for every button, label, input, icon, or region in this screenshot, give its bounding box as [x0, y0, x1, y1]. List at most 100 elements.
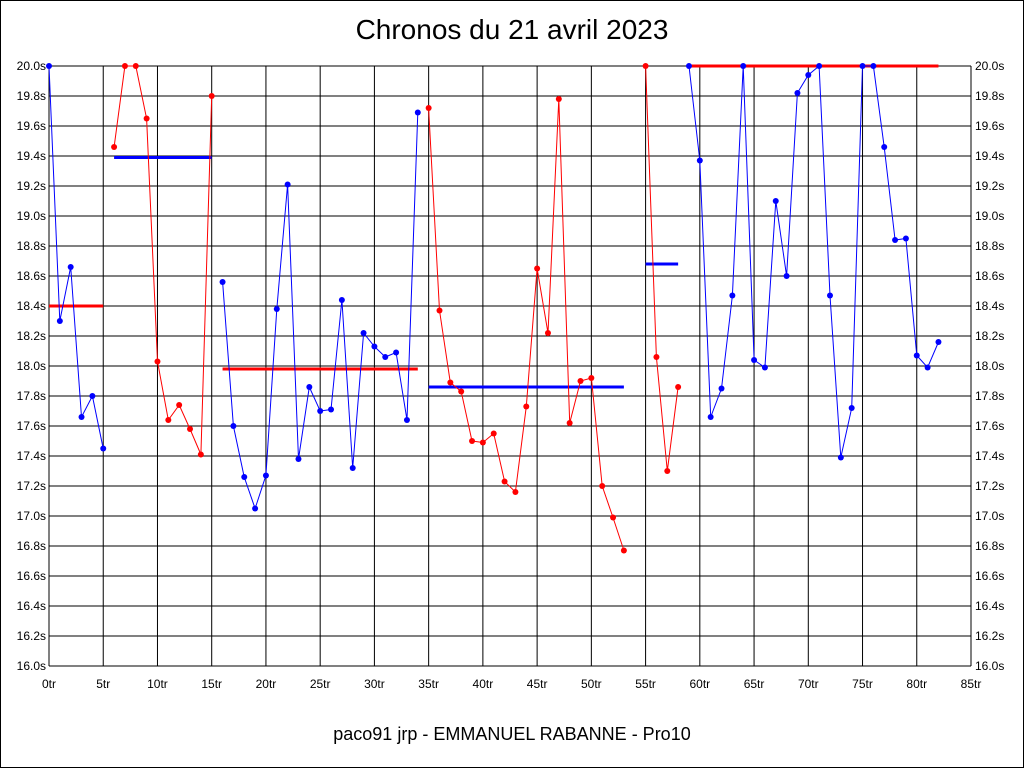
data-point [685, 63, 692, 69]
y-tick-label-left: 16.4s [17, 599, 46, 613]
y-tick-label-left: 17.4s [17, 449, 46, 463]
y-tick-label-left: 19.4s [17, 149, 46, 163]
x-tick-label: 35tr [418, 677, 439, 691]
data-point [56, 318, 63, 324]
data-point [46, 63, 52, 69]
data-point [284, 181, 291, 188]
data-point [783, 273, 790, 279]
data-point [599, 483, 606, 489]
data-point [555, 96, 562, 102]
x-tick-label: 75tr [852, 677, 873, 691]
data-point [187, 426, 194, 432]
y-tick-label-right: 17.6s [975, 419, 1004, 433]
y-tick-label-left: 19.2s [17, 179, 46, 193]
y-tick-label-left: 16.0s [17, 659, 46, 673]
data-point [913, 352, 920, 359]
x-tick-label: 10tr [147, 677, 168, 691]
y-tick-label-right: 16.8s [975, 539, 1004, 553]
data-point [176, 402, 183, 408]
data-point [696, 157, 703, 164]
y-tick-label-left: 16.2s [17, 629, 46, 643]
data-point [219, 279, 226, 285]
y-tick-label-right: 20.0s [975, 59, 1004, 73]
series-line [48, 65, 104, 449]
data-point [241, 474, 248, 480]
y-tick-label-left: 18.0s [17, 359, 46, 373]
y-tick-label-left: 19.6s [17, 119, 46, 133]
data-point [154, 358, 161, 365]
y-tick-label-right: 19.2s [975, 179, 1004, 193]
data-point [664, 468, 671, 474]
data-point [393, 349, 400, 356]
data-point [523, 403, 530, 410]
y-tick-label-left: 18.6s [17, 269, 46, 283]
data-point [132, 63, 139, 69]
data-point [67, 264, 74, 270]
y-tick-label-right: 16.6s [975, 569, 1004, 583]
data-point [859, 63, 866, 69]
y-tick-label-right: 18.0s [975, 359, 1004, 373]
data-point [512, 489, 519, 495]
data-point [534, 265, 541, 272]
data-point [382, 354, 389, 360]
data-point [740, 63, 747, 69]
data-point [566, 420, 573, 426]
data-point [273, 306, 280, 312]
data-point [479, 439, 486, 446]
data-point [306, 384, 313, 390]
x-tick-label: 0tr [42, 677, 56, 691]
data-point [425, 105, 432, 111]
x-tick-label: 20tr [256, 677, 277, 691]
data-point [78, 414, 85, 420]
x-tick-label: 25tr [310, 677, 331, 691]
data-point [772, 198, 779, 204]
data-point [577, 378, 584, 384]
data-point [447, 379, 454, 386]
data-point [338, 297, 345, 303]
data-point [718, 385, 725, 392]
y-tick-label-right: 17.8s [975, 389, 1004, 403]
data-point [458, 388, 465, 395]
data-point [826, 292, 833, 299]
series-line [113, 65, 213, 455]
data-point [892, 237, 899, 243]
data-point [816, 63, 823, 69]
data-point [794, 90, 801, 96]
x-tick-label: 80tr [906, 677, 927, 691]
y-tick-label-right: 17.4s [975, 449, 1004, 463]
y-tick-label-right: 16.2s [975, 629, 1004, 643]
data-point [544, 330, 551, 336]
y-tick-label-left: 20.0s [17, 59, 46, 73]
data-point [805, 72, 812, 78]
data-point [295, 456, 302, 462]
y-tick-label-right: 19.4s [975, 149, 1004, 163]
data-point [490, 430, 497, 437]
y-tick-label-left: 18.2s [17, 329, 46, 343]
y-tick-label-right: 19.6s [975, 119, 1004, 133]
data-point [848, 405, 855, 411]
data-point [328, 406, 335, 413]
data-point [165, 417, 172, 423]
data-point [881, 144, 888, 150]
data-point [360, 330, 367, 336]
data-point [610, 514, 617, 521]
data-point [642, 63, 649, 69]
data-point [100, 445, 107, 452]
data-point [588, 375, 595, 381]
data-point [675, 384, 682, 390]
data-point [707, 414, 714, 420]
data-point [111, 144, 118, 150]
y-tick-label-left: 19.0s [17, 209, 46, 223]
data-point [197, 451, 204, 458]
data-point [902, 235, 909, 242]
data-point [121, 63, 128, 69]
x-tick-label: 65tr [744, 677, 765, 691]
x-tick-label: 50tr [581, 677, 602, 691]
x-tick-label: 55tr [635, 677, 656, 691]
data-point [349, 465, 356, 471]
x-tick-label: 5tr [96, 677, 110, 691]
data-point [751, 357, 758, 363]
y-tick-label-right: 17.2s [975, 479, 1004, 493]
y-tick-label-left: 19.8s [17, 89, 46, 103]
